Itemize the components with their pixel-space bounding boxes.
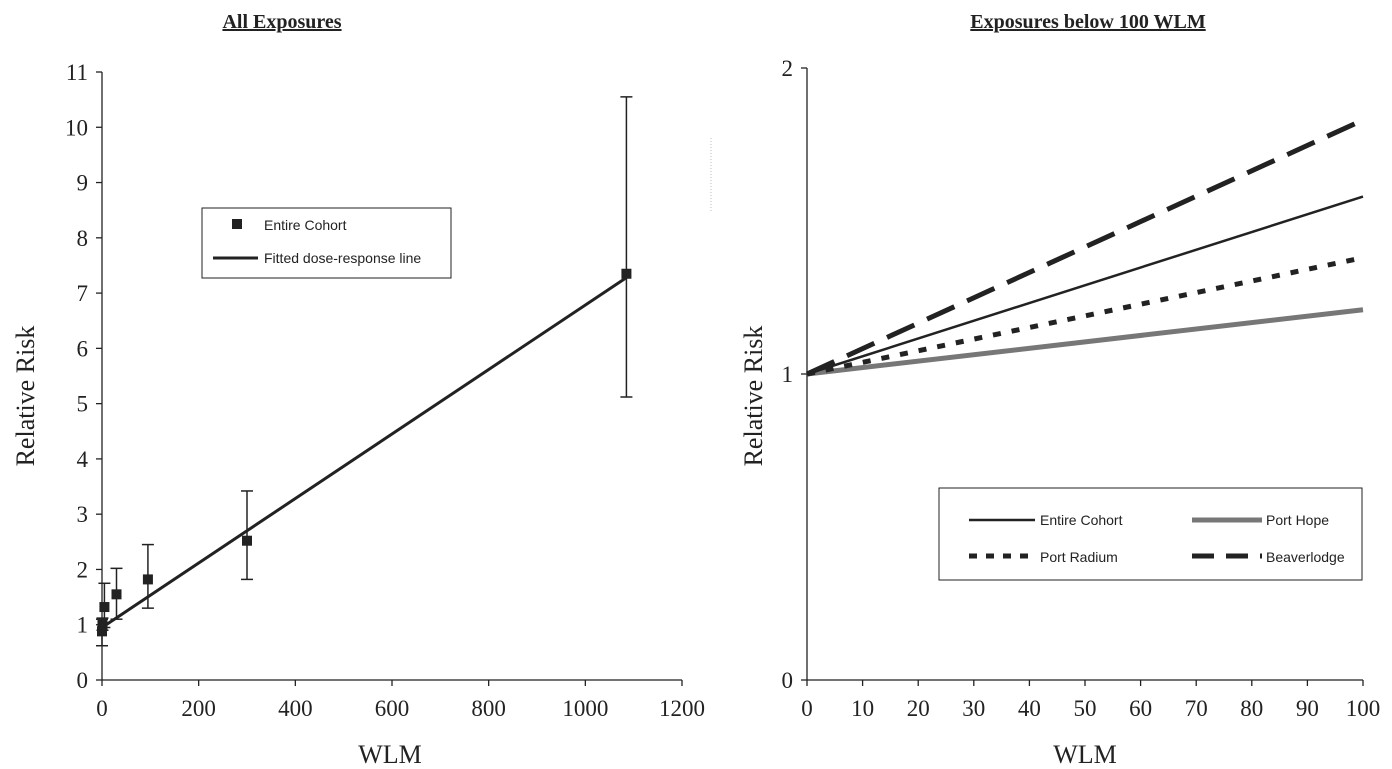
left-plot-marks xyxy=(96,96,633,647)
right-x-tick-label: 30 xyxy=(962,696,985,721)
left-y-tick-label: 11 xyxy=(66,60,88,85)
left-y-tick-label: 5 xyxy=(77,392,89,417)
data-point xyxy=(97,619,108,630)
left-legend-label-fit: Fitted dose-response line xyxy=(264,250,421,266)
left-legend: Entire Cohort Fitted dose-response line xyxy=(201,207,452,279)
left-panel: All Exposures 0 1 2 3 4 5 6 7 8 9 10 11 0 200 400 600 8… xyxy=(11,11,705,769)
left-y-tick-label: 8 xyxy=(77,226,89,251)
data-point xyxy=(142,574,153,585)
left-x-tick-label: 1000 xyxy=(562,696,608,721)
right-x-tick-label: 0 xyxy=(801,696,813,721)
right-legend-label-beaverlodge: Beaverlodge xyxy=(1266,549,1345,565)
legend-square-marker-icon xyxy=(232,219,242,229)
left-y-tick-label: 9 xyxy=(77,171,89,196)
data-point xyxy=(99,602,110,613)
left-x-tick-label: 0 xyxy=(96,696,108,721)
right-x-ticks: 0 10 20 30 40 50 60 70 80 90 100 xyxy=(801,680,1380,721)
right-x-tick-label: 60 xyxy=(1129,696,1152,721)
series-line-port-hope xyxy=(806,307,1364,377)
series-line-entire-cohort xyxy=(806,195,1364,376)
left-legend-label-cohort: Entire Cohort xyxy=(264,217,347,233)
left-x-tick-label: 400 xyxy=(278,696,313,721)
left-y-ticks: 0 1 2 3 4 5 6 7 8 9 10 11 xyxy=(65,60,102,693)
left-x-ticks: 0 200 400 600 800 1000 1200 xyxy=(96,680,705,721)
right-x-tick-label: 80 xyxy=(1240,696,1263,721)
left-y-axis-label: Relative Risk xyxy=(11,326,40,467)
right-legend-label-port-radium: Port Radium xyxy=(1040,549,1118,565)
right-y-tick-label: 1 xyxy=(782,362,794,387)
left-y-tick-label: 6 xyxy=(77,336,89,361)
left-y-tick-label: 2 xyxy=(77,557,89,582)
series-line-port-radium xyxy=(806,255,1364,377)
right-x-tick-label: 10 xyxy=(851,696,874,721)
right-x-axis-label: WLM xyxy=(1053,740,1117,769)
series-line-beaverlodge xyxy=(805,117,1365,377)
right-legend: Entire Cohort Port Hope Port Radium Beav… xyxy=(938,487,1363,581)
right-legend-box xyxy=(938,487,1363,581)
right-y-ticks: 0 1 2 xyxy=(782,56,807,693)
left-y-tick-label: 3 xyxy=(77,502,89,527)
right-legend-label-port-hope: Port Hope xyxy=(1266,512,1329,528)
right-panel: Exposures below 100 WLM 0 1 2 0 10 20 30 40 50 6… xyxy=(710,11,1380,769)
right-x-tick-label: 100 xyxy=(1346,696,1381,721)
data-point xyxy=(621,268,632,279)
left-y-tick-label: 0 xyxy=(77,668,89,693)
left-x-tick-label: 800 xyxy=(471,696,506,721)
right-plot-lines xyxy=(805,117,1365,377)
right-x-tick-label: 40 xyxy=(1018,696,1041,721)
right-y-tick-label: 2 xyxy=(782,56,794,81)
left-chart-title: All Exposures xyxy=(222,11,341,33)
right-y-tick-label: 0 xyxy=(782,668,794,693)
data-point xyxy=(242,535,252,546)
left-x-tick-label: 200 xyxy=(181,696,216,721)
right-x-tick-label: 20 xyxy=(907,696,930,721)
left-legend-box xyxy=(201,207,452,279)
left-x-tick-label: 1200 xyxy=(659,696,705,721)
left-y-tick-label: 10 xyxy=(65,115,88,140)
data-point xyxy=(111,589,122,600)
left-x-tick-label: 600 xyxy=(375,696,410,721)
right-x-tick-label: 70 xyxy=(1185,696,1208,721)
right-x-tick-label: 90 xyxy=(1296,696,1319,721)
left-x-axis-label: WLM xyxy=(358,740,422,769)
left-y-tick-label: 4 xyxy=(77,447,89,472)
right-y-axis-label: Relative Risk xyxy=(739,326,768,467)
left-y-tick-label: 1 xyxy=(77,613,89,638)
fitted-dose-response-line xyxy=(101,276,628,629)
right-legend-label-cohort: Entire Cohort xyxy=(1040,512,1123,528)
data-point xyxy=(97,626,107,637)
left-y-tick-label: 7 xyxy=(77,281,89,306)
right-x-tick-label: 50 xyxy=(1074,696,1097,721)
right-chart-title: Exposures below 100 WLM xyxy=(970,11,1206,33)
